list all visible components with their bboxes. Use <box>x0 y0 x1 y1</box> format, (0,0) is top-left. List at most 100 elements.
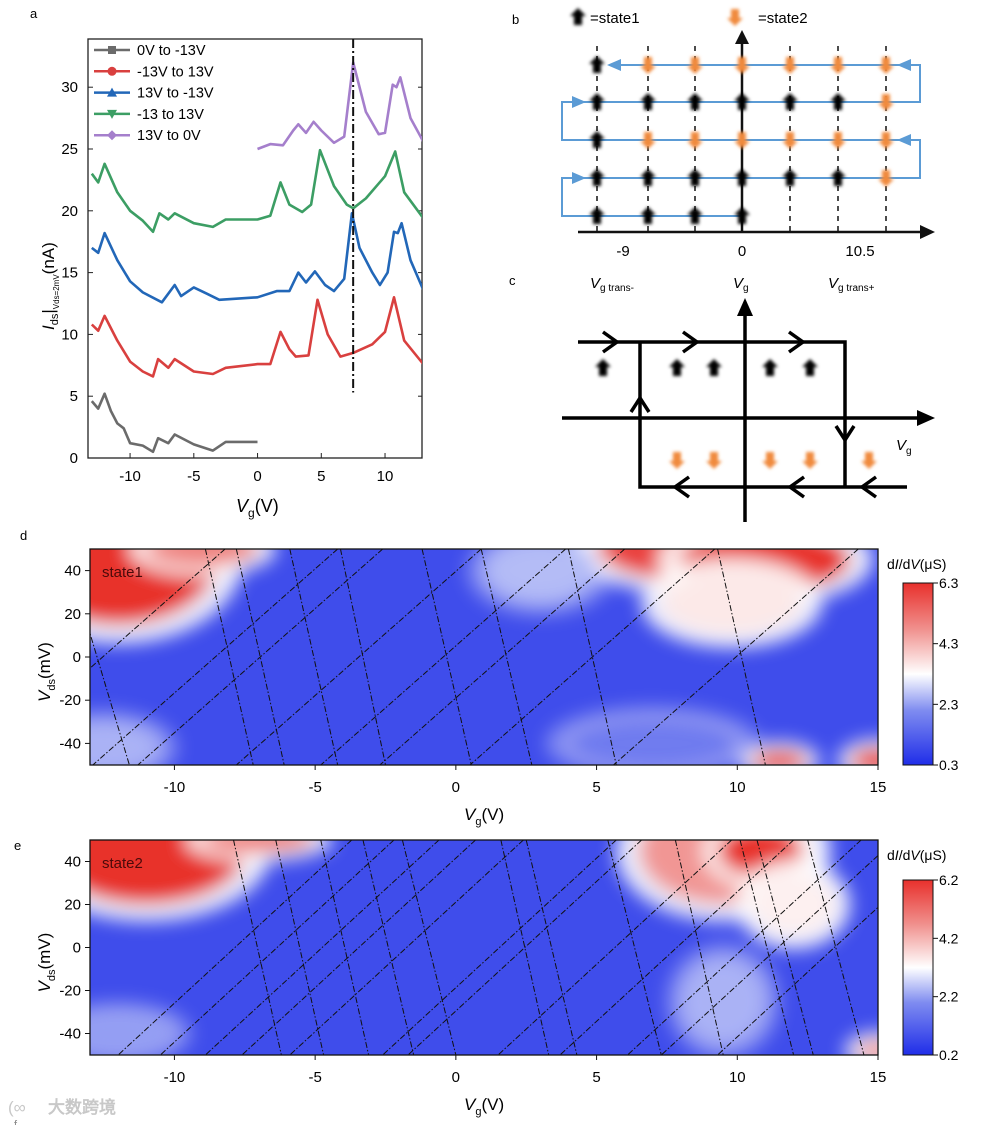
y-label-unit: (mV) <box>35 933 54 970</box>
x-tick-label: 10 <box>729 779 746 796</box>
cb-title-v: V <box>910 556 921 572</box>
state1-arrow-icon <box>734 207 750 224</box>
dash-dot-line <box>607 840 662 1055</box>
x-tick-label: 15 <box>870 1069 887 1086</box>
x-axis-label: Vg(V) <box>236 496 279 520</box>
chevron-left-icon <box>671 475 691 499</box>
legend-marker-circle <box>107 66 117 76</box>
dash-dot-line <box>717 549 766 765</box>
chevron-right-icon <box>681 330 701 354</box>
panel-label-f: f <box>14 1119 18 1125</box>
path-arrow-left-icon <box>607 59 621 71</box>
state1-arrow-icon <box>830 169 846 186</box>
x-axis-label: Vg(V) <box>464 1095 504 1118</box>
dash-dot-line <box>235 549 285 765</box>
label-vg-trans-plus: Vg trans+ <box>828 275 875 294</box>
heatmap-hotspot <box>484 549 597 603</box>
dash-dot-line <box>559 840 794 1055</box>
dash-dot-line <box>627 840 862 1055</box>
legend-label: -13V to 13V <box>137 64 214 80</box>
panel-label-b: b <box>512 12 519 27</box>
state1-legend-label: =state1 <box>590 10 640 27</box>
dash-dot-line <box>480 549 533 765</box>
chevron-left-icon <box>858 475 878 499</box>
state2-arrow-icon <box>830 132 846 149</box>
state1-arrow-icon <box>640 169 656 186</box>
legend-marker-triangle-up <box>107 87 117 97</box>
panel-c-hysteresis-diagram: Vg trans- Vg Vg trans+ Vg <box>562 275 935 522</box>
colorbar-tick-label: 2.3 <box>939 696 959 712</box>
y-tick-label: 15 <box>61 265 78 282</box>
x-tick-label: -5 <box>187 468 200 485</box>
state2-arrow-icon <box>706 452 722 469</box>
legend: 0V to -13V -13V to 13V 13V to -13V -13 to 1… <box>94 43 214 144</box>
colorbar-tick-label: 6.2 <box>939 872 959 888</box>
legend-label: -13 to 13V <box>137 107 204 123</box>
x-axis-label: Vg(V) <box>464 805 504 828</box>
dash-dot-line <box>92 549 338 765</box>
x-label-unit: (V) <box>481 1095 504 1114</box>
colorbar-tick-label: 4.2 <box>939 930 959 946</box>
dash-dot-line <box>469 549 716 765</box>
dash-dot-line <box>241 840 476 1055</box>
panel-label-d: d <box>20 528 27 543</box>
heatmap-hotspot <box>202 840 316 853</box>
dash-dot-line <box>756 840 814 1055</box>
dash-dot-line <box>407 840 642 1055</box>
panel-label-a: a <box>30 6 38 21</box>
cb-title-d2: /d <box>899 556 911 572</box>
chevron-left-icon <box>786 475 806 499</box>
state1-arrow-icon <box>589 93 605 110</box>
y-tick-label: -40 <box>59 1026 81 1043</box>
y-tick-label: 20 <box>64 606 81 623</box>
path-arrow-left-icon <box>897 134 911 146</box>
y-axis-label: Ids|Vds=2mV(nA) <box>39 242 61 330</box>
state2-arrow-icon <box>861 452 877 469</box>
colorbar-tick-label: 2.2 <box>939 989 959 1005</box>
dash-dot-line <box>807 840 865 1055</box>
dash-dot-line <box>739 840 795 1055</box>
vertical-axis-arrowhead-icon <box>735 30 749 44</box>
colorbar-tick-label: 6.3 <box>939 575 959 591</box>
state2-arrow-icon <box>802 452 818 469</box>
heatmap-hotspot <box>849 747 878 765</box>
series-line-0 <box>90 392 258 454</box>
state2-arrow-icon <box>734 132 750 149</box>
state1-arrow-icon <box>640 93 656 110</box>
x-tick-label: 10 <box>729 1069 746 1086</box>
state2-legend-label: =state2 <box>758 10 808 27</box>
label-vg-trans-minus: Vg trans- <box>590 275 634 294</box>
dash-dot-line <box>236 549 482 765</box>
x-tick-label: 10 <box>377 468 394 485</box>
state2-arrow-icon <box>669 452 685 469</box>
state1-arrow-icon <box>595 359 611 376</box>
x-tick-label: 0 <box>253 468 261 485</box>
panel-d-heatmap: state1-10 -5 0 5 10 15-40-2002040Vg(V)Vds(mV)… <box>35 548 959 828</box>
state1-arrow-icon <box>589 207 605 224</box>
cb-title-i: I <box>895 556 899 572</box>
horizontal-axis-arrowhead-icon <box>917 410 935 426</box>
dash-dot-line <box>382 840 617 1055</box>
path-arrow-left-icon <box>897 59 911 71</box>
y-label-sub: ds <box>46 969 58 981</box>
dash-dot-line <box>233 840 282 1055</box>
series-line-1 <box>90 296 422 378</box>
panel-e-heatmap: state2-10 -5 0 5 10 15-40-2002040Vg(V)Vds(mV)… <box>35 839 959 1118</box>
dash-dot-line <box>339 549 386 765</box>
watermark-logo-icon: (∞ <box>8 1098 26 1117</box>
state2-arrow-icon <box>734 57 750 74</box>
y-tick-label: -40 <box>59 735 81 752</box>
state1-arrow-icon <box>762 359 778 376</box>
dash-dot-line <box>205 840 440 1055</box>
y-tick-label: 30 <box>61 79 78 96</box>
panel-label-e: e <box>14 838 21 853</box>
x-tick-label: -10 <box>119 468 141 485</box>
state-annotation: state1 <box>102 564 143 581</box>
x-tick-label: 15 <box>870 779 887 796</box>
state2-arrow-icon <box>878 57 894 74</box>
heatmap-image <box>90 840 878 1055</box>
y-axis-label: Vds(mV) <box>35 642 58 702</box>
state1-arrow-icon <box>687 169 703 186</box>
state1-arrow-icon <box>669 359 685 376</box>
state2-arrow-icon <box>782 57 798 74</box>
